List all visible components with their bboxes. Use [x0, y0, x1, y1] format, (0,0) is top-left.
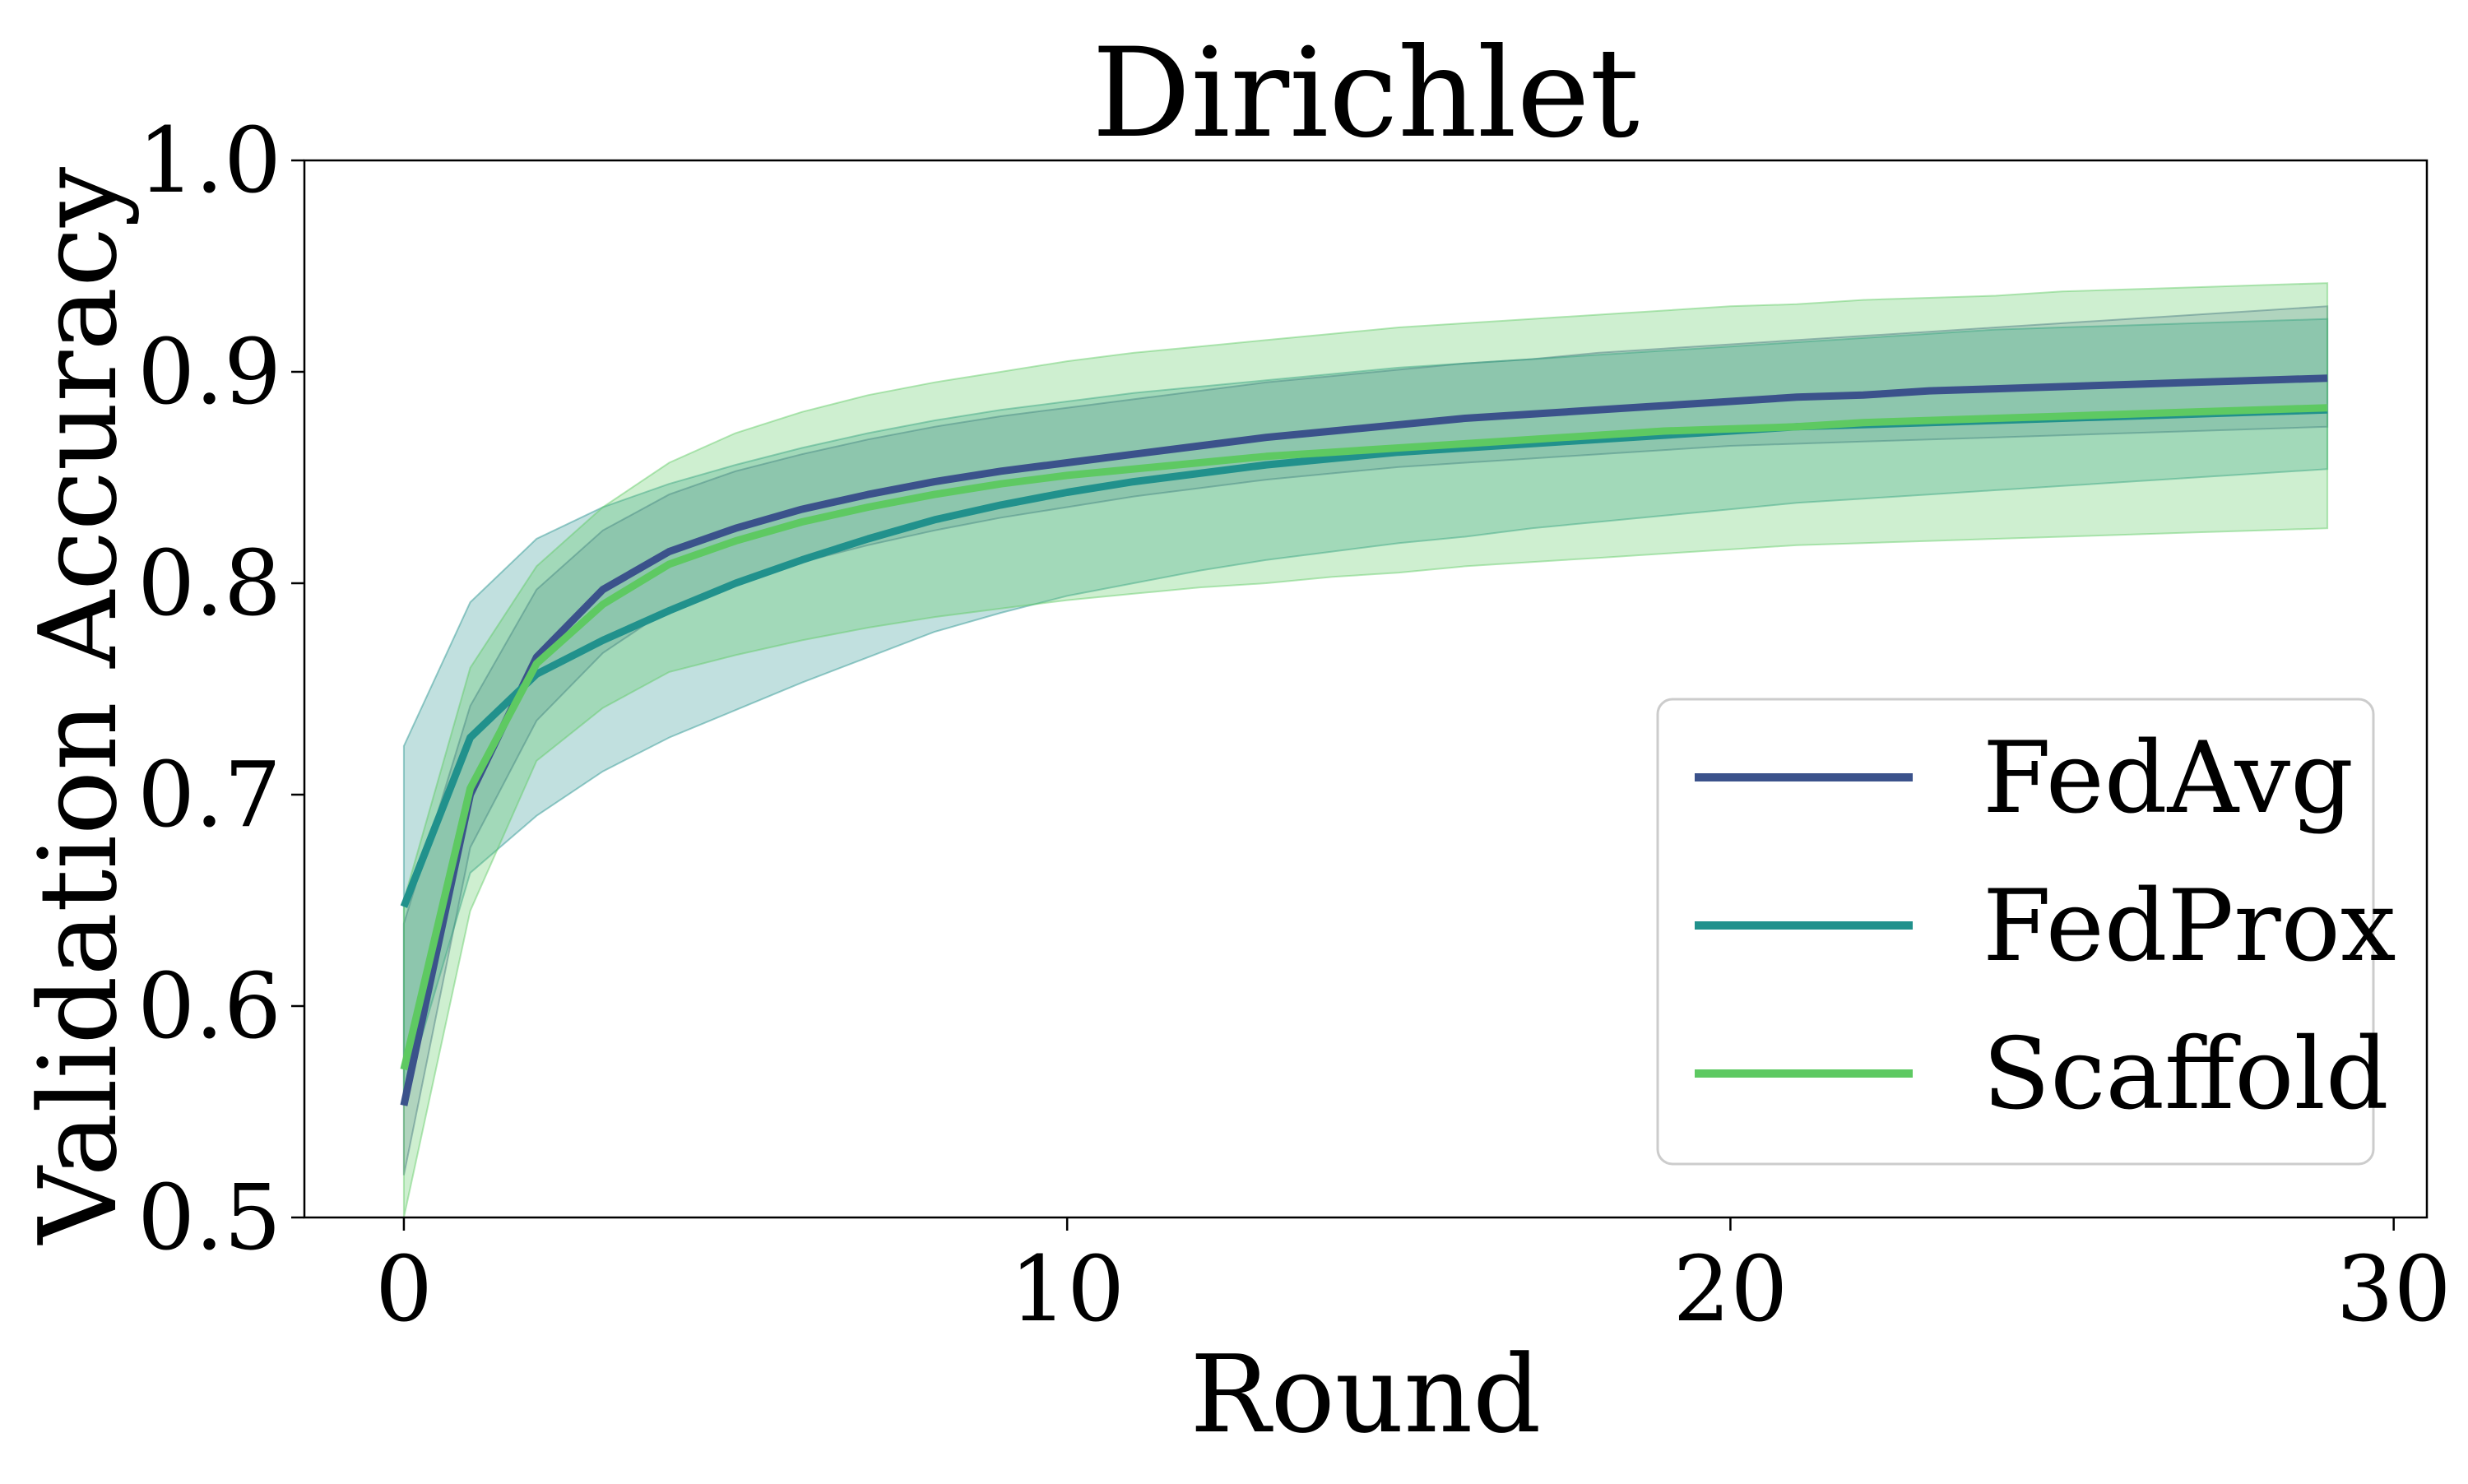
line-scaffold: [400, 404, 2328, 1071]
band-scaffold: [402, 282, 2329, 1217]
legend-label-scaffold: Scaffold: [1983, 1018, 2389, 1132]
legend-box: [1656, 698, 2375, 1166]
chart-title: Dirichlet: [1092, 22, 1640, 165]
y-tick-label: 0.7: [137, 742, 281, 847]
axis-ticks: 0 10 20 30 0.5 0.6 0.7 0.8 0.9 1.0: [137, 108, 2452, 1342]
line-fedavg: [400, 374, 2328, 1106]
series-lines: [400, 374, 2328, 1106]
y-tick-label: 0.9: [137, 319, 281, 424]
y-tick-label: 0.5: [137, 1165, 281, 1270]
x-tick-label: 10: [1009, 1236, 1125, 1342]
legend-entries: FedAvg FedProx Scaffold: [1695, 721, 2396, 1132]
x-tick-label: 30: [2336, 1236, 2452, 1342]
legend: FedAvg FedProx Scaffold: [1656, 698, 2396, 1166]
legend-label-fedavg: FedAvg: [1983, 721, 2354, 836]
legend-label-fedprox: FedProx: [1983, 870, 2396, 984]
plot-area-frame: [303, 159, 2429, 1219]
y-tick-label: 0.8: [137, 531, 281, 636]
x-axis-label: Round: [1190, 1332, 1542, 1457]
band-fedprox: [402, 318, 2329, 1097]
band-fedavg: [402, 305, 2329, 1176]
confidence-bands: [402, 282, 2329, 1217]
y-axis-label: Validation Accuracy: [16, 166, 141, 1245]
x-tick-label: 20: [1672, 1236, 1788, 1342]
y-tick-label: 1.0: [137, 108, 281, 213]
x-tick-label: 0: [375, 1236, 433, 1342]
y-tick-label: 0.6: [137, 953, 281, 1059]
